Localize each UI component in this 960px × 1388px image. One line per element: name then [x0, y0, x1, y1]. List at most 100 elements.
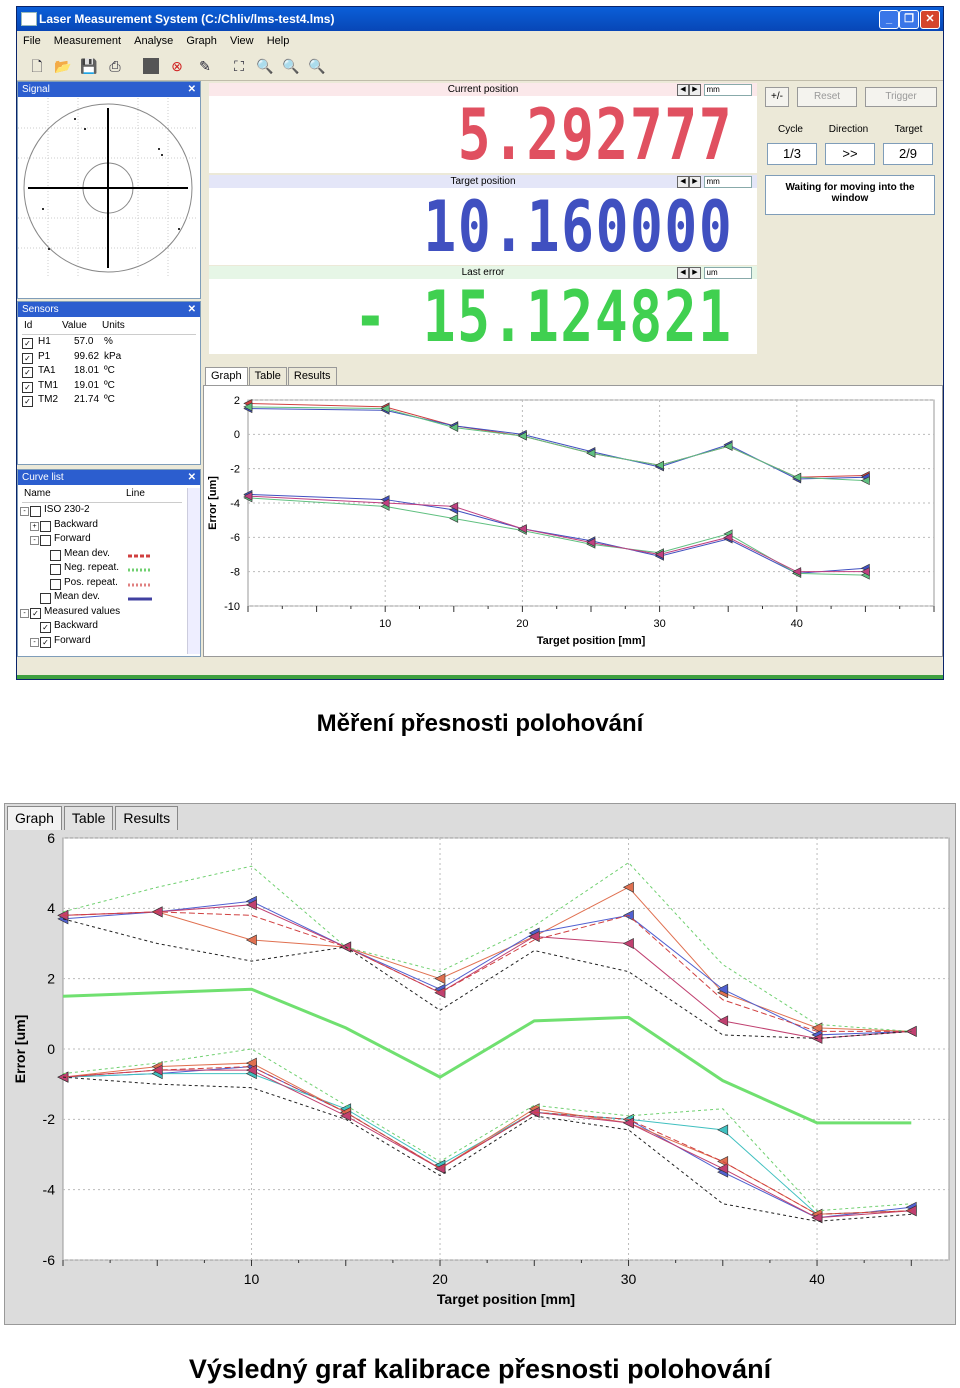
column-header[interactable]: Id: [24, 320, 33, 331]
target-position-value: 10.160000: [423, 186, 733, 268]
menu-help[interactable]: Help: [266, 35, 290, 47]
list-item[interactable]: - Forward: [20, 533, 184, 548]
tab-table[interactable]: Table: [63, 806, 114, 830]
checkbox[interactable]: ✓: [22, 381, 33, 393]
data-point-marker: [792, 567, 802, 577]
edit-icon[interactable]: ✎: [199, 58, 211, 74]
tab-graph[interactable]: Graph: [205, 367, 248, 385]
expand-icon[interactable]: -: [30, 536, 39, 545]
list-item[interactable]: Neg. repeat.: [20, 562, 184, 577]
close-icon[interactable]: ✕: [187, 84, 196, 95]
status-bar: [17, 675, 943, 679]
checkbox[interactable]: ✓: [22, 352, 33, 364]
list-item[interactable]: + Backward: [20, 519, 184, 534]
fit-icon[interactable]: ⛶: [234, 58, 244, 74]
zoom-in-icon[interactable]: 🔍: [256, 58, 274, 74]
tab-graph[interactable]: Graph: [7, 806, 62, 830]
new-icon[interactable]: 🗋: [31, 58, 43, 74]
menu-measurement[interactable]: Measurement: [53, 35, 122, 47]
data-point-marker: [723, 532, 733, 542]
column-header[interactable]: Units: [102, 320, 125, 331]
expand-icon[interactable]: -: [30, 637, 39, 647]
current-unit-selector[interactable]: ◀ ▶ mm: [677, 84, 753, 96]
stop-icon[interactable]: [141, 56, 161, 76]
menu-view[interactable]: View: [229, 35, 254, 47]
list-item[interactable]: Mean dev.: [20, 548, 184, 563]
expand-icon[interactable]: -: [20, 608, 29, 618]
close-icon[interactable]: ✕: [187, 304, 196, 315]
expand-icon[interactable]: -: [20, 507, 29, 516]
reset-button[interactable]: Reset: [797, 87, 857, 107]
prev-arrow-icon[interactable]: ◀: [677, 84, 689, 96]
menu-graph[interactable]: Graph: [186, 35, 217, 47]
error-unit-selector[interactable]: ◀ ▶ um: [677, 267, 753, 279]
unit-select[interactable]: um: [703, 267, 752, 279]
unit-select[interactable]: mm: [703, 176, 752, 188]
zoom-out-icon[interactable]: 🔍: [282, 58, 300, 74]
data-point-marker: [622, 938, 634, 949]
zoom-icon[interactable]: 🔍: [308, 58, 326, 74]
list-item[interactable]: - ✓ Forward: [20, 635, 184, 650]
cancel-icon[interactable]: ⊗: [171, 58, 183, 74]
checkbox[interactable]: [50, 564, 61, 575]
save-icon[interactable]: 💾: [80, 58, 98, 74]
table-row[interactable]: ✓ H1 57.0%: [22, 336, 196, 351]
open-icon[interactable]: 📂: [54, 58, 72, 74]
column-header[interactable]: Name: [24, 488, 51, 499]
checkbox[interactable]: ✓: [22, 338, 33, 349]
column-header[interactable]: Value: [62, 320, 87, 331]
checkbox[interactable]: [40, 535, 51, 546]
list-item[interactable]: ✓ Backward: [20, 620, 184, 635]
table-row[interactable]: ✓ P1 99.62 kPa: [22, 351, 196, 366]
checkbox[interactable]: ✓: [40, 622, 51, 633]
tab-results[interactable]: Results: [287, 367, 337, 385]
menu-file[interactable]: File: [23, 35, 41, 47]
data-point-marker: [517, 431, 527, 441]
curve-list-scrollbar[interactable]: [187, 488, 200, 654]
target-position-header: Target position: [209, 175, 757, 188]
close-button[interactable]: ✕: [920, 10, 940, 29]
checkbox[interactable]: [40, 520, 51, 532]
list-item[interactable]: - ISO 230-2: [20, 504, 184, 519]
minimize-button[interactable]: _: [879, 10, 899, 29]
table-row[interactable]: ✓ TM2 21.74 ºC: [22, 394, 196, 409]
print-icon[interactable]: ⎙: [109, 58, 121, 74]
data-point-marker: [717, 1124, 729, 1136]
prev-arrow-icon[interactable]: ◀: [677, 267, 689, 279]
sensor-id: TM2: [38, 394, 58, 405]
tab-results[interactable]: Results: [115, 806, 179, 830]
table-row[interactable]: ✓ TA1 18.01 ºC: [22, 365, 196, 380]
checkbox[interactable]: ✓: [22, 396, 33, 407]
checkbox[interactable]: [40, 593, 51, 604]
expand-icon[interactable]: +: [30, 521, 39, 531]
trigger-button[interactable]: Trigger: [865, 87, 937, 107]
data-point-marker: [717, 1015, 729, 1027]
close-icon[interactable]: ✕: [187, 472, 196, 483]
data-point-marker: [449, 501, 459, 511]
target-unit-selector[interactable]: ◀ ▶ mm: [677, 176, 753, 188]
column-header[interactable]: Line: [126, 488, 145, 499]
series-line: [62, 1048, 912, 1212]
table-row[interactable]: ✓ TM1 19.01 ºC: [22, 380, 196, 395]
y-tick-label: 2: [47, 971, 55, 987]
sensor-unit: ºC: [104, 365, 115, 376]
data-point-marker: [717, 983, 729, 995]
series-line: [62, 861, 912, 1032]
maximize-button[interactable]: ❐: [899, 10, 919, 29]
checkbox[interactable]: ✓: [22, 367, 33, 378]
menu-analyse[interactable]: Analyse: [134, 35, 174, 47]
list-item[interactable]: Mean dev.: [20, 591, 184, 606]
list-item[interactable]: Pos. repeat.: [20, 577, 184, 592]
sign-toggle-button[interactable]: +/-: [765, 87, 789, 107]
checkbox[interactable]: ✓: [30, 607, 41, 619]
checkbox[interactable]: [50, 578, 61, 590]
unit-select[interactable]: mm: [703, 84, 752, 96]
prev-arrow-icon[interactable]: ◀: [677, 176, 689, 188]
checkbox[interactable]: ✓: [40, 636, 51, 648]
checkbox[interactable]: [50, 549, 61, 561]
checkbox[interactable]: [30, 506, 41, 517]
list-item[interactable]: - ✓ Measured values: [20, 606, 184, 621]
tab-table[interactable]: Table: [248, 367, 287, 385]
signal-panel: Signal ✕: [17, 81, 201, 318]
